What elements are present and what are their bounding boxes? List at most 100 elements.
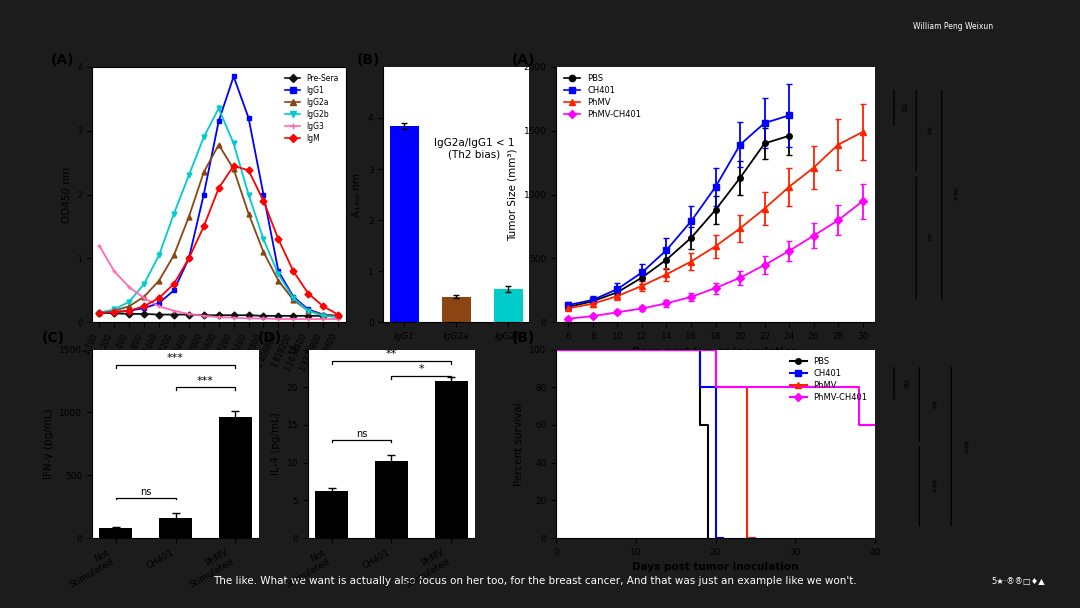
Pre-Sera <box>272 313 285 320</box>
IgG2b <box>167 210 180 218</box>
IgG2b <box>137 280 150 288</box>
IgG1 <box>123 307 136 314</box>
Text: ns: ns <box>899 103 907 112</box>
IgM <box>198 223 211 230</box>
IgM <box>257 198 270 205</box>
Text: (C): (C) <box>42 331 65 345</box>
IgM <box>316 303 329 310</box>
PhMV-CH401 <box>708 346 721 353</box>
IgG1 <box>198 191 211 198</box>
CH401 <box>693 384 706 391</box>
Bar <box>159 518 192 538</box>
Y-axis label: OD450 nm: OD450 nm <box>62 167 71 223</box>
PBS <box>701 534 714 542</box>
IgG1 <box>183 255 195 262</box>
IgG3 <box>227 314 240 322</box>
IgG2b <box>123 298 136 305</box>
IgG2a <box>152 277 165 285</box>
IgG2b <box>332 314 345 321</box>
IgG2a <box>242 210 255 218</box>
Pre-Sera <box>93 309 106 316</box>
IgG3 <box>212 314 226 321</box>
IgG2b <box>212 105 226 112</box>
CH401 <box>708 384 721 391</box>
Text: **: ** <box>921 126 931 136</box>
PhMV-CH401 <box>550 346 563 353</box>
Pre-Sera <box>257 313 270 320</box>
Pre-Sera <box>242 311 255 319</box>
IgG2a <box>123 303 136 310</box>
Bar <box>435 381 468 538</box>
IgG2a <box>301 307 314 314</box>
PBS <box>693 346 706 353</box>
IgG1 <box>93 309 106 316</box>
X-axis label: Days post tumor inoculation: Days post tumor inoculation <box>632 562 799 572</box>
IgG2b <box>301 307 314 314</box>
IgG3 <box>287 316 300 323</box>
IgM <box>272 236 285 243</box>
IgG2b <box>198 134 211 141</box>
Line: CH401: CH401 <box>556 350 724 538</box>
IgG3 <box>123 283 136 291</box>
IgG2b <box>257 236 270 243</box>
Text: William Peng Weixun: William Peng Weixun <box>913 22 994 32</box>
IgG2a <box>287 296 300 303</box>
IgM <box>212 185 226 192</box>
Text: (B): (B) <box>357 54 380 67</box>
Text: ***: *** <box>946 187 957 202</box>
CH401 <box>550 346 563 353</box>
IgM <box>167 280 180 288</box>
Pre-Sera <box>316 313 329 320</box>
Pre-Sera <box>198 311 211 319</box>
IgG3 <box>316 316 329 323</box>
IgG1 <box>212 117 226 125</box>
IgG2a <box>332 313 345 320</box>
PhMV-CH401 <box>708 384 721 391</box>
IgM <box>301 290 314 297</box>
Bar <box>442 297 471 322</box>
IgG1 <box>167 287 180 294</box>
IgM <box>332 311 345 318</box>
CH401 <box>717 534 730 542</box>
Bar <box>494 289 523 322</box>
IgG2a <box>183 213 195 221</box>
IgM <box>183 255 195 262</box>
Text: ns: ns <box>356 429 367 439</box>
IgG1 <box>152 300 165 307</box>
Bar <box>375 461 408 538</box>
IgG3 <box>137 294 150 302</box>
IgM <box>93 309 106 316</box>
Text: ***: *** <box>167 353 184 363</box>
Y-axis label: IFN-γ (pg/mL): IFN-γ (pg/mL) <box>43 409 54 479</box>
Pre-Sera <box>227 311 240 319</box>
Pre-Sera <box>123 310 136 317</box>
Y-axis label: A₁₄₅₀ nm: A₁₄₅₀ nm <box>352 173 363 216</box>
IgG2a <box>137 293 150 300</box>
IgG2a <box>198 168 211 176</box>
Line: PBS: PBS <box>556 350 707 538</box>
Text: ***: *** <box>197 376 214 386</box>
PhMV <box>708 384 721 391</box>
IgG1 <box>108 308 121 316</box>
IgM <box>287 268 300 275</box>
IgG3 <box>198 313 211 320</box>
Text: 5★·®®□♦▲: 5★·®®□♦▲ <box>991 577 1044 586</box>
IgG1 <box>316 311 329 318</box>
Legend: PBS, CH401, PhMV, PhMV-CH401: PBS, CH401, PhMV, PhMV-CH401 <box>786 354 870 405</box>
Y-axis label: IL-4 (pg/mL): IL-4 (pg/mL) <box>271 412 281 475</box>
IgG2b <box>227 140 240 147</box>
IgG3 <box>257 315 270 322</box>
IgG3 <box>152 303 165 310</box>
Text: *: * <box>419 364 424 375</box>
IgG2a <box>272 277 285 285</box>
IgG2a <box>167 252 180 259</box>
Pre-Sera <box>183 311 195 318</box>
PhMV <box>741 384 754 391</box>
IgM <box>227 162 240 170</box>
Text: (A): (A) <box>51 54 75 67</box>
Bar <box>99 528 132 538</box>
IgG2a <box>108 307 121 314</box>
PBS <box>693 421 706 429</box>
PhMV-CH401 <box>852 384 865 391</box>
Text: ***: *** <box>958 440 968 454</box>
